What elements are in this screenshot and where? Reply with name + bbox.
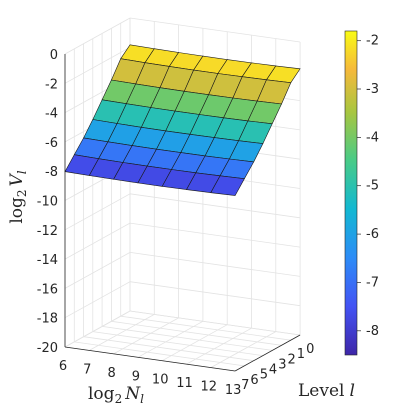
x-axis-label-var: N	[124, 384, 141, 404]
surface	[64, 44, 301, 196]
grid-line	[162, 324, 228, 362]
colorbar	[344, 30, 358, 356]
grid-line	[102, 326, 273, 351]
axes	[64, 54, 301, 372]
grid-line	[129, 252, 301, 277]
grid-line	[129, 310, 301, 336]
colorbar-tick-label: -4	[366, 130, 379, 145]
grid-line	[89, 314, 155, 351]
grid-line	[83, 336, 254, 362]
z-tick-label: -16	[37, 282, 58, 297]
grid-line	[92, 331, 263, 356]
grid-line	[64, 193, 131, 231]
x-tick-label: 12	[201, 380, 218, 395]
grid-line	[64, 281, 131, 319]
x-axis-line	[64, 346, 236, 372]
z-tick-label: -12	[37, 224, 58, 239]
colorbar-tick-label: -7	[366, 276, 379, 291]
y-axis-label: Level l	[298, 381, 355, 401]
x-tick-label: 10	[152, 373, 169, 388]
x-tick-label: 6	[59, 359, 67, 374]
tick-labels: 0-2-4-6-8-10-12-14-16-18-206 7 8 9 10 11 12 13 7…	[37, 48, 315, 398]
x-axis-label: log2 Nl	[88, 384, 144, 406]
grid-line	[113, 317, 179, 355]
grid-line	[64, 310, 131, 348]
grid-line	[129, 193, 301, 219]
x-axis-label-base: log	[88, 384, 115, 404]
z-tick-label: -20	[37, 341, 58, 356]
grid-line	[210, 331, 276, 368]
grid-line	[137, 320, 204, 358]
z-tick-label: -6	[45, 136, 58, 151]
grid-line	[64, 46, 131, 84]
level-tick-label: 7	[241, 378, 249, 393]
level-axis-line	[234, 334, 301, 372]
x-tick-label: 13	[225, 383, 242, 398]
z-axis-label-base: log	[7, 197, 27, 224]
y-axis-label-text: Level	[298, 381, 344, 401]
z-axis-label-var: V	[7, 172, 27, 186]
colorbar-ticks: -2 -3 -4 -5 -6 -7 -8	[357, 34, 379, 339]
z-tick-label: -8	[45, 165, 58, 180]
grid-line	[129, 281, 301, 307]
z-tick-label: -10	[37, 195, 58, 210]
x-axis-label-sub: 2	[115, 392, 123, 406]
z-tick-label: -18	[37, 312, 58, 327]
x-tick-label: 11	[176, 376, 193, 391]
grid-line	[64, 17, 131, 55]
grid-line	[120, 315, 291, 341]
x-tick-label: 9	[132, 369, 140, 384]
grid-line	[111, 320, 282, 346]
x-axis-label-varsub: l	[140, 392, 144, 406]
level-tick-label: 3	[278, 357, 286, 372]
z-axis-label: log2 Vl	[7, 170, 29, 223]
grid-line	[129, 222, 301, 248]
colorbar-tick-label: -3	[366, 82, 379, 97]
colorbar-tick-label: -8	[366, 324, 379, 339]
grid-line	[74, 341, 245, 367]
grid-line	[186, 327, 252, 365]
z-tick-label: -2	[45, 77, 58, 92]
level-tick-label: 1	[297, 347, 305, 362]
surface-patch	[210, 175, 245, 196]
z-axis-label-sub: 2	[15, 189, 29, 197]
colorbar-tick-label: -5	[366, 179, 379, 194]
grid-line	[64, 252, 131, 289]
level-tick-label: 5	[260, 368, 268, 383]
x-tick-label: 7	[83, 362, 91, 377]
level-tick-label: 4	[269, 363, 277, 378]
colorbar-tick-label: -6	[366, 227, 379, 242]
level-tick-label: 2	[288, 352, 296, 367]
colorbar-tick-label: -2	[366, 34, 379, 49]
y-axis-label-var: l	[349, 381, 354, 401]
level-tick-label: 0	[306, 342, 314, 357]
grid-line	[64, 222, 131, 260]
z-axis-label-varsub: l	[15, 170, 29, 174]
grid-line	[129, 17, 301, 43]
z-tick-label: 0	[50, 48, 58, 63]
x-tick-label: 8	[107, 366, 115, 381]
z-tick-label: -4	[45, 107, 58, 122]
level-tick-label: 6	[250, 373, 258, 388]
z-tick-label: -14	[37, 253, 58, 268]
